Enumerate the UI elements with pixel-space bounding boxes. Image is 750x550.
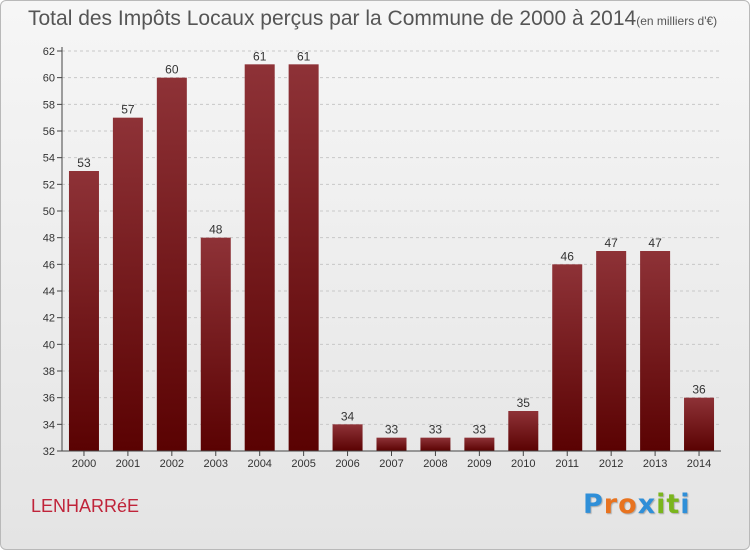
data-label: 61	[253, 49, 267, 63]
y-tick-label: 40	[43, 339, 55, 351]
bar	[112, 117, 143, 452]
bar	[420, 437, 451, 451]
bar	[156, 77, 187, 452]
y-tick-label: 48	[43, 233, 55, 245]
x-tick-label: 2012	[599, 458, 623, 470]
bar	[244, 64, 275, 452]
x-tick-label: 2001	[116, 458, 140, 470]
data-label: 61	[297, 49, 311, 63]
logo-letter: i	[680, 489, 691, 520]
data-label: 60	[165, 63, 179, 77]
x-tick-label: 2000	[72, 458, 96, 470]
data-label: 53	[77, 156, 91, 170]
data-label: 46	[561, 249, 575, 263]
y-tick-label: 60	[43, 73, 55, 85]
data-label: 47	[648, 236, 662, 250]
x-tick-label: 2004	[247, 458, 271, 470]
x-tick-label: 2008	[423, 458, 447, 470]
data-label: 48	[209, 223, 223, 237]
x-tick-label: 2009	[467, 458, 491, 470]
x-tick-label: 2005	[291, 458, 315, 470]
y-tick-label: 42	[43, 313, 55, 325]
x-tick-label: 2011	[555, 458, 579, 470]
logo-letter: r	[603, 489, 619, 520]
y-tick-label: 50	[43, 206, 55, 218]
bar	[684, 397, 715, 451]
bar	[376, 437, 407, 451]
proxiti-logo: Proxiti	[583, 489, 691, 520]
y-tick-label: 54	[43, 153, 55, 165]
bar	[200, 237, 231, 451]
y-tick-label: 44	[43, 286, 55, 298]
x-tick-label: 2006	[335, 458, 359, 470]
bar	[464, 437, 495, 451]
y-tick-label: 46	[43, 259, 55, 271]
logo-letter: x	[637, 489, 657, 520]
y-tick-label: 62	[43, 46, 55, 58]
x-tick-label: 2014	[687, 458, 711, 470]
data-label: 57	[121, 103, 135, 117]
data-label: 34	[341, 409, 355, 423]
x-tick-label: 2010	[511, 458, 535, 470]
x-tick-label: 2003	[204, 458, 228, 470]
data-label: 33	[385, 423, 399, 437]
logo-letter: t	[666, 489, 681, 520]
commune-name: LENHARRéE	[31, 496, 140, 516]
x-tick-label: 2007	[379, 458, 403, 470]
bar	[508, 411, 539, 451]
bar	[552, 264, 583, 451]
chart-title: Total des Impôts Locaux perçus par la Co…	[28, 7, 717, 31]
data-label: 33	[473, 423, 487, 437]
y-tick-label: 34	[43, 419, 55, 431]
bar	[332, 424, 363, 451]
x-tick-label: 2002	[160, 458, 184, 470]
y-tick-label: 38	[43, 366, 55, 378]
y-tick-label: 32	[43, 446, 55, 458]
bar	[68, 171, 99, 451]
bar	[640, 251, 671, 451]
y-tick-label: 56	[43, 126, 55, 138]
logo-letter: i	[656, 489, 667, 520]
data-label: 47	[604, 236, 618, 250]
bar	[288, 64, 319, 452]
data-label: 36	[692, 383, 706, 397]
bar	[596, 251, 627, 451]
y-tick-label: 58	[43, 99, 55, 111]
y-tick-label: 36	[43, 393, 55, 405]
x-tick-label: 2013	[643, 458, 667, 470]
logo-letter: P	[583, 489, 604, 520]
chart-title-main: Total des Impôts Locaux perçus par la Co…	[28, 7, 637, 30]
y-tick-label: 52	[43, 179, 55, 191]
chart-title-unit: (en milliers d'€)	[636, 14, 718, 28]
data-label: 35	[517, 396, 531, 410]
data-label: 33	[429, 423, 443, 437]
logo-letter: o	[618, 489, 638, 520]
